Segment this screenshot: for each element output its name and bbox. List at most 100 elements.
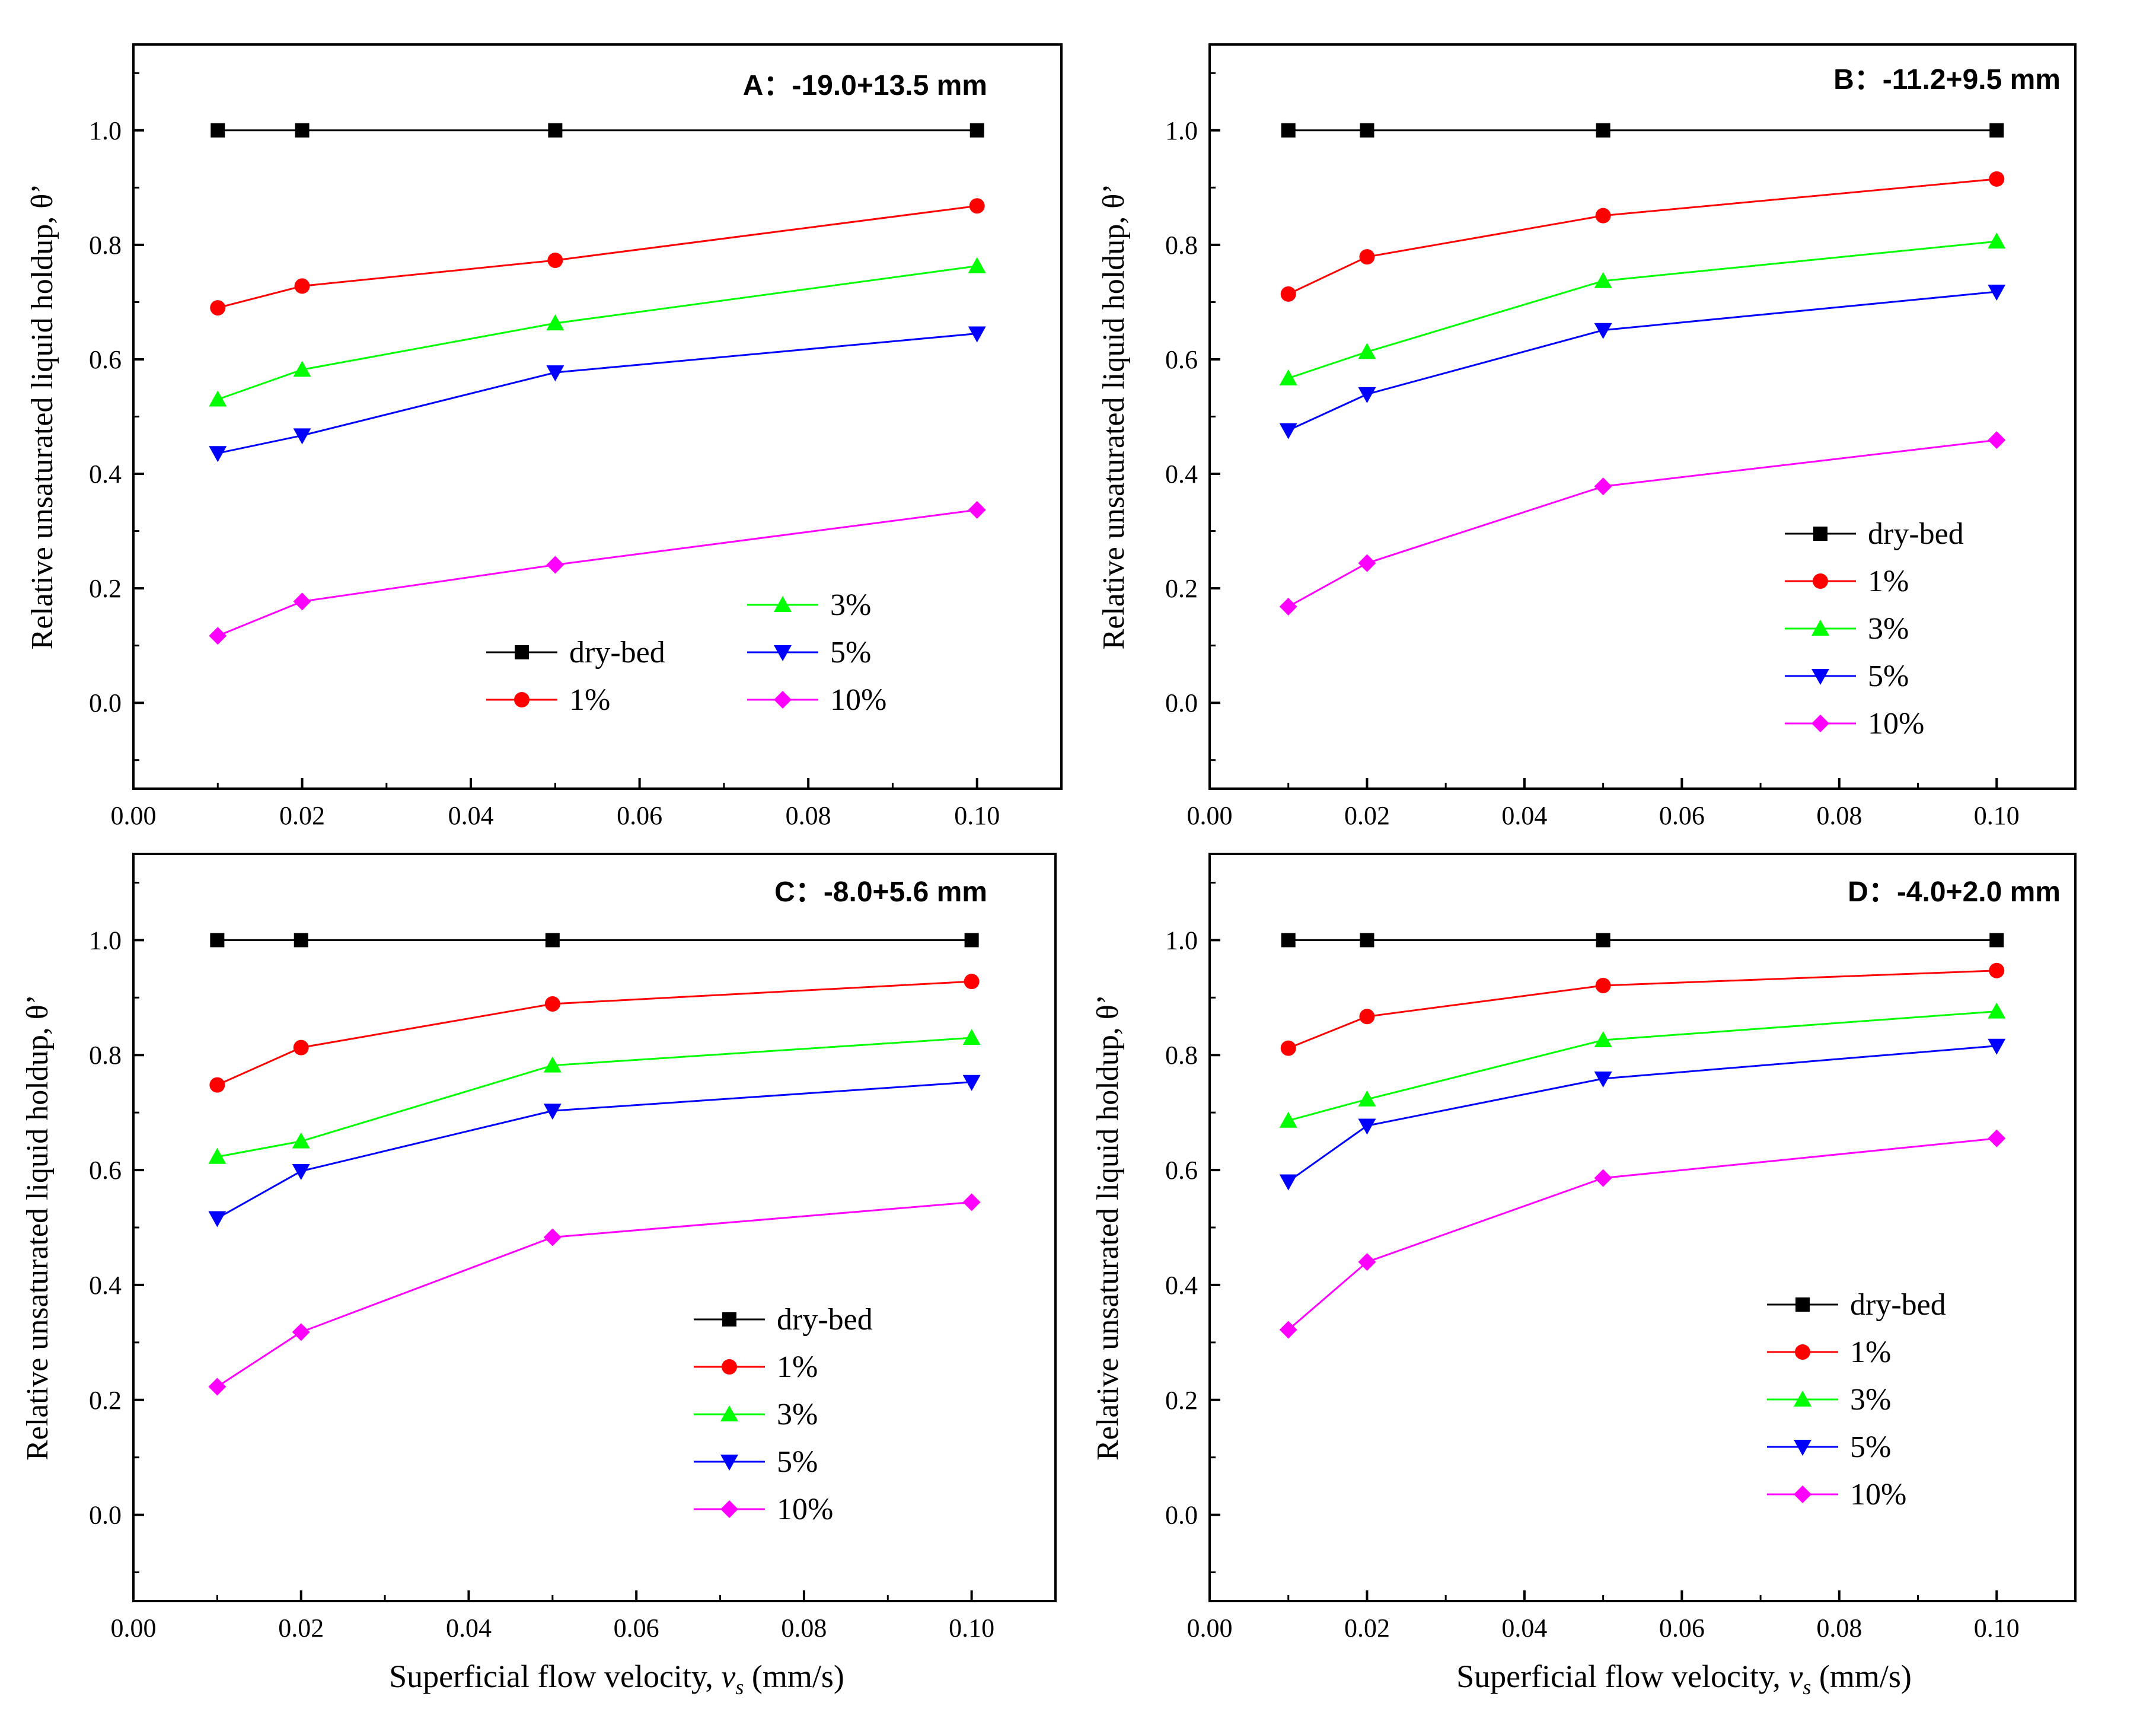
data-point (1279, 1321, 1297, 1339)
data-point (968, 257, 986, 273)
x-tick-label: 0.00 (1187, 801, 1233, 830)
data-point (1988, 1002, 2006, 1019)
x-tick-label: 0.10 (949, 1614, 994, 1643)
data-point (1358, 343, 1376, 359)
data-point (293, 1040, 309, 1056)
y-tick-label: 0.2 (89, 574, 122, 603)
y-tick-label: 0.4 (89, 1271, 122, 1300)
legend-marker (1795, 1344, 1810, 1360)
chart-panel-4: 0.00 0.02 0.04 0.06 0.08 0.10 0.0 0.2 0.4 0.6 0.8 1… (1091, 853, 2077, 1643)
data-point (1989, 962, 2005, 978)
data-point (292, 1132, 310, 1149)
x-tick-label: 0.06 (614, 1614, 659, 1643)
x-tick-label: 0.10 (954, 801, 1000, 830)
legend-marker (1794, 1391, 1811, 1407)
series-line (216, 980, 972, 1086)
data-point (546, 365, 564, 382)
data-point (1594, 1169, 1612, 1187)
data-point (1595, 208, 1611, 224)
panel-title: C：-8.0+5.6 mm (774, 876, 987, 908)
series-1pct (209, 974, 980, 1093)
data-point (1279, 598, 1297, 616)
y-tick-label: 1.0 (1165, 116, 1198, 145)
data-point (1594, 323, 1612, 339)
series-dry-bed (1281, 933, 2004, 948)
data-point (1989, 123, 2004, 138)
data-point (292, 1164, 310, 1181)
charts-container: 0.00 0.02 0.04 0.06 0.08 0.10 0.0 0.2 0.4 0.6 0.8 1… (21, 43, 2077, 1643)
data-point (546, 314, 564, 331)
series-line (216, 1081, 972, 1219)
y-tick-label: 1.0 (1165, 926, 1198, 955)
x-tick-label: 0.08 (1816, 1614, 1862, 1643)
legend-marker (1795, 1297, 1810, 1312)
data-point (1358, 1118, 1376, 1135)
series-3pct (1279, 232, 2006, 385)
data-point (1988, 431, 2006, 449)
data-point (292, 1323, 310, 1341)
series-line (217, 333, 977, 454)
y-tick-label: 0.0 (1165, 1501, 1198, 1530)
data-point (1595, 977, 1611, 993)
series-line (1287, 1045, 1997, 1182)
y-tick-label: 0.4 (1165, 460, 1198, 489)
series-1pct (210, 198, 985, 316)
series-5pct (1279, 285, 2006, 439)
y-axis-label: Relative unsaturated liquid holdup, θ’ (25, 184, 59, 650)
y-tick-label: 0.0 (89, 1501, 122, 1530)
series-dry-bed (1281, 123, 2004, 138)
data-point (1988, 1129, 2006, 1147)
legend-label: 1% (1868, 565, 1909, 598)
legend-marker (1811, 669, 1829, 685)
chart-panel-3: 0.00 0.02 0.04 0.06 0.08 0.10 0.0 0.2 0.4 0.6 0.8 1… (21, 853, 1057, 1643)
data-point (1281, 933, 1296, 948)
series-line (1288, 439, 1997, 608)
legend-label: 3% (777, 1398, 818, 1431)
legend: dry-bed 1% 3% 5% 10% (694, 1303, 873, 1526)
x-tick-label: 0.10 (1974, 801, 2020, 830)
series-line (217, 205, 977, 309)
legend-marker (722, 1312, 736, 1327)
data-point (1279, 423, 1297, 439)
y-axis-label: Relative unsaturated liquid holdup, θ’ (1091, 994, 1125, 1461)
legend-label: 5% (1850, 1430, 1891, 1464)
data-point (208, 1211, 227, 1227)
chart-panel-1: 0.00 0.02 0.04 0.06 0.08 0.10 0.0 0.2 0.4 0.6 0.8 1… (25, 43, 1063, 830)
data-point (1281, 123, 1296, 138)
data-point (208, 1378, 227, 1396)
x-tick-label: 0.08 (1816, 801, 1862, 830)
data-point (548, 123, 563, 138)
data-point (209, 390, 227, 407)
series-3pct (209, 257, 986, 407)
x-tick-label: 0.00 (111, 801, 157, 830)
legend-label: 3% (1868, 612, 1909, 646)
x-tick-label: 0.10 (1974, 1614, 2020, 1643)
x-tick-label: 0.06 (617, 801, 662, 830)
y-axis-label: Relative unsaturated liquid holdup, θ’ (21, 994, 55, 1461)
series-line (1288, 970, 1997, 1049)
data-point (209, 446, 227, 463)
data-point (209, 1077, 225, 1093)
data-point (1989, 933, 2004, 948)
legend: dry-bed 1% 3% 5% 10% (1785, 517, 1964, 741)
data-point (962, 1029, 981, 1045)
data-point (962, 1193, 981, 1211)
data-point (543, 1056, 562, 1073)
legend-label: 5% (777, 1445, 818, 1479)
legend-marker (515, 645, 529, 659)
series-10pct (1279, 1129, 2006, 1339)
panel-title: D：-4.0+2.0 mm (1848, 876, 2061, 908)
data-point (1280, 1040, 1296, 1056)
data-point (1358, 387, 1376, 403)
legend-label: 3% (1850, 1383, 1891, 1417)
legend-label: dry-bed (569, 636, 665, 669)
data-point (544, 996, 560, 1012)
data-point (208, 1147, 227, 1164)
legend-label: dry-bed (1850, 1288, 1946, 1322)
series-dry-bed (210, 933, 979, 948)
data-point (1988, 1038, 2006, 1055)
data-point (210, 300, 226, 316)
legend: dry-bed 1% 3% 5% 10% (1767, 1288, 1946, 1512)
legend-marker (774, 596, 792, 612)
